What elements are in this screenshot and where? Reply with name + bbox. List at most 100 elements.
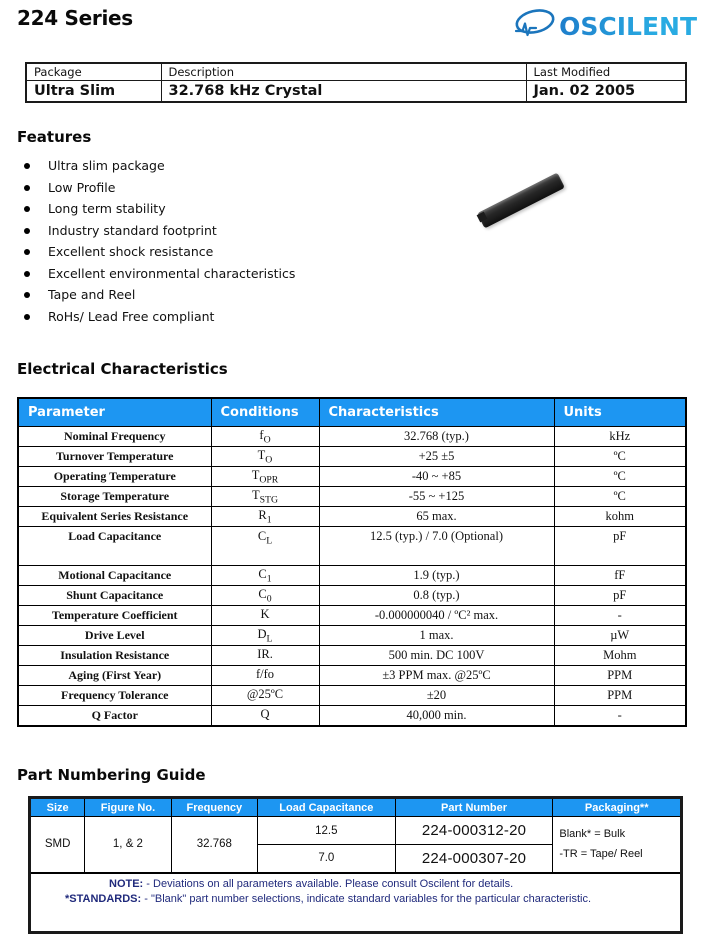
feature-text: Excellent shock resistance [48, 244, 214, 259]
conditions-cell: TOPR [210, 466, 320, 487]
png-col-frequency: Frequency [170, 797, 259, 817]
table-row: Aging (First Year) f/fo ±3 PPM max. @25º… [17, 665, 687, 686]
conditions-cell: IR. [210, 645, 320, 666]
conditions-cell: Q [210, 705, 320, 726]
figure-no-cell: 1, & 2 [84, 816, 172, 873]
note-text: - Deviations on all parameters available… [143, 877, 514, 890]
table-row: Insulation Resistance IR. 500 min. DC 10… [17, 645, 687, 666]
part-number-cell: 224-000312-20 [394, 816, 554, 845]
characteristics-cell: 12.5 (typ.) / 7.0 (Optional) [318, 526, 555, 566]
size-cell: SMD [28, 816, 86, 873]
parameter-cell: Load Capacitance [17, 526, 212, 566]
parameter-cell: Storage Temperature [17, 486, 212, 507]
png-header-row: Size Figure No. Frequency Load Capacitan… [28, 797, 682, 817]
last-modified-value: Jan. 02 2005 [525, 80, 687, 102]
conditions-cell: K [210, 605, 320, 626]
feature-text: Tape and Reel [48, 287, 136, 302]
parameter-cell: Operating Temperature [17, 466, 212, 487]
elec-col-conditions: Conditions [210, 397, 320, 427]
oscilent-swirl-pulse-icon [513, 7, 557, 45]
conditions-cell: C0 [210, 585, 320, 606]
units-cell: - [553, 605, 687, 626]
bullet-icon [24, 249, 30, 255]
table-row: Load Capacitance CL 12.5 (typ.) / 7.0 (O… [17, 526, 687, 566]
info-col-package: Package [25, 62, 162, 81]
characteristics-cell: 32.768 (typ.) [318, 426, 555, 447]
features-heading: Features [17, 128, 92, 146]
parameter-cell: Q Factor [17, 705, 212, 726]
notes-cell: NOTE: - Deviations on all parameters ava… [29, 871, 682, 933]
packaging-line: -TR = Tape/ Reel [559, 848, 643, 861]
bullet-icon [24, 270, 30, 277]
feature-text: Excellent environmental characteristics [48, 265, 296, 281]
electrical-characteristics-table: Parameter Conditions Characteristics Uni… [17, 397, 687, 727]
png-col-packaging: Packaging** [552, 797, 682, 817]
conditions-cell: R1 [210, 506, 320, 527]
table-row: Storage Temperature TSTG -55 ~ +125 ºC [17, 486, 687, 507]
feature-text: Long term stability [48, 201, 166, 216]
info-col-last-modified: Last Modified [525, 62, 687, 81]
units-cell: kHz [553, 426, 687, 447]
table-row: 7.0 224-000307-20 [30, 844, 682, 873]
frequency-cell: 32.768 [170, 816, 259, 873]
packaging-line: Blank* = Bulk [559, 828, 626, 841]
crystal-body [477, 172, 565, 229]
png-col-figure: Figure No. [84, 797, 172, 817]
units-cell: ºC [553, 466, 687, 487]
feature-item: RoHs/ Lead Free compliant [24, 308, 295, 324]
characteristics-cell: 1 max. [318, 625, 555, 646]
units-cell: Mohm [553, 645, 687, 666]
parameter-cell: Motional Capacitance [17, 565, 212, 586]
units-cell: pF [553, 585, 687, 606]
feature-item: Ultra slim package [24, 158, 295, 173]
feature-item: Excellent environmental characteristics [24, 265, 296, 281]
bullet-icon [24, 184, 30, 191]
parameter-cell: Drive Level [17, 625, 212, 646]
conditions-cell: TSTG [210, 486, 320, 507]
characteristics-cell: 0.8 (typ.) [318, 585, 555, 606]
feature-item: Long term stability [24, 201, 295, 216]
elec-col-parameter: Parameter [17, 397, 212, 427]
png-col-part-number: Part Number [394, 797, 554, 817]
conditions-cell: CL [210, 526, 320, 566]
conditions-cell: DL [210, 625, 320, 646]
characteristics-cell: -0.000000040 / ºC² max. [318, 605, 555, 626]
bullet-icon [24, 163, 30, 169]
conditions-cell: TO [210, 446, 320, 467]
feature-item: Low Profile [24, 179, 295, 195]
parameter-cell: Temperature Coefficient [17, 605, 212, 626]
load-capacitance-cell: 7.0 [257, 844, 396, 873]
characteristics-cell: -40 ~ +85 [318, 466, 555, 487]
feature-text: RoHs/ Lead Free compliant [48, 308, 215, 324]
characteristics-cell: ±3 PPM max. @25ºC [318, 665, 555, 686]
png-col-load-capacitance: Load Capacitance [257, 797, 396, 817]
elec-col-characteristics: Characteristics [318, 397, 555, 427]
packaging-cell: Blank* = Bulk -TR = Tape/ Reel [552, 816, 682, 873]
feature-item: Tape and Reel [24, 287, 295, 302]
characteristics-cell: 1.9 (typ.) [318, 565, 555, 586]
table-row: Shunt Capacitance C0 0.8 (typ.) pF [17, 585, 687, 606]
load-capacitance-cell: 12.5 [257, 816, 396, 845]
characteristics-cell: ±20 [318, 685, 555, 706]
units-cell: µW [553, 625, 687, 646]
info-header-row: Package Description Last Modified [25, 62, 687, 81]
bullet-icon [24, 227, 30, 234]
part-numbering-table: Size Figure No. Frequency Load Capacitan… [28, 796, 683, 934]
units-cell: fF [553, 565, 687, 586]
parameter-cell: Equivalent Series Resistance [17, 506, 212, 527]
table-row: Turnover Temperature TO +25 ±5 ºC [17, 446, 687, 467]
info-col-description: Description [160, 62, 527, 81]
conditions-cell: fO [210, 426, 320, 447]
feature-text: Low Profile [48, 179, 116, 195]
feature-item: Excellent shock resistance [24, 244, 295, 259]
units-cell: PPM [553, 685, 687, 706]
bullet-icon [24, 313, 30, 320]
table-row: Temperature Coefficient K -0.000000040 /… [17, 605, 687, 626]
feature-text: Ultra slim package [48, 158, 165, 173]
conditions-cell: f/fo [210, 665, 320, 686]
parameter-cell: Frequency Tolerance [17, 685, 212, 706]
elec-header-row: Parameter Conditions Characteristics Uni… [17, 397, 687, 427]
png-col-size: Size [28, 797, 86, 817]
characteristics-cell: 500 min. DC 100V [318, 645, 555, 666]
info-data-row: Ultra Slim 32.768 kHz Crystal Jan. 02 20… [25, 80, 687, 102]
